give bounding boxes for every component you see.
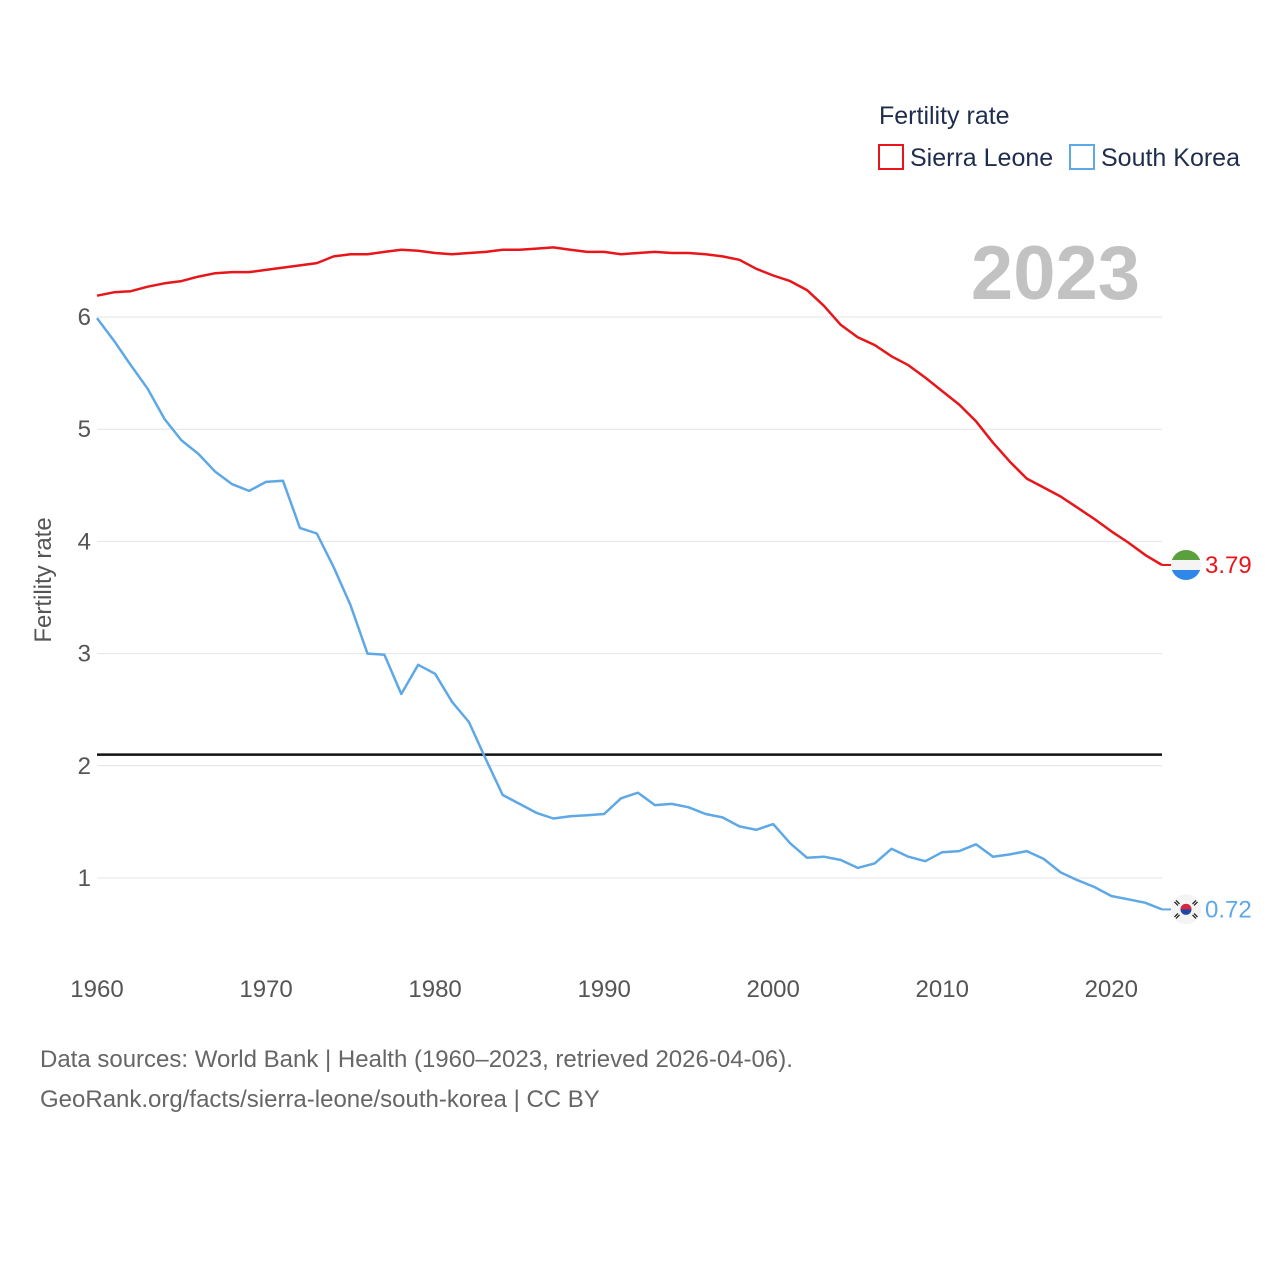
south-korea-flag-icon <box>1171 894 1201 925</box>
x-tick-label-1970: 1970 <box>239 976 292 1003</box>
x-tick-label-2020: 2020 <box>1085 976 1138 1003</box>
y-tick-label-3: 3 <box>78 641 91 668</box>
x-tick-label-2010: 2010 <box>916 976 969 1003</box>
series-line-sierra-leone <box>96 246 1163 567</box>
end-value-south-korea: 0.72 <box>1205 896 1252 923</box>
sierra-leone-flag-icon <box>1171 550 1201 580</box>
footer-url: GeoRank.org/facts/sierra-leone/south-kor… <box>40 1086 600 1113</box>
y-tick-label-4: 4 <box>78 528 91 555</box>
y-axis-ticks: 1 2 3 4 5 6 <box>78 304 91 892</box>
legend-title: Fertility rate <box>879 102 1010 130</box>
legend-label-south-korea: South Korea <box>1101 144 1240 172</box>
x-tick-label-1960: 1960 <box>70 976 123 1003</box>
y-tick-label-2: 2 <box>78 753 91 780</box>
legend-label-sierra-leone: Sierra Leone <box>910 144 1053 172</box>
x-tick-label-1980: 1980 <box>408 976 461 1003</box>
footer-source: Data sources: World Bank | Health (1960–… <box>40 1046 793 1073</box>
legend-swatch-south-korea <box>1069 144 1095 170</box>
y-tick-label-1: 1 <box>78 865 91 892</box>
y-axis-title: Fertility rate <box>30 517 57 642</box>
series-line-south-korea <box>96 317 1163 911</box>
y-tick-label-5: 5 <box>78 416 91 443</box>
year-label: 2023 <box>971 231 1140 316</box>
legend-swatch-sierra-leone <box>878 144 904 170</box>
x-tick-label-1990: 1990 <box>577 976 630 1003</box>
y-tick-label-6: 6 <box>78 304 91 331</box>
gridlines <box>97 316 1162 879</box>
end-value-sierra-leone: 3.79 <box>1205 552 1252 579</box>
footer: Data sources: World Bank | Health (1960–… <box>40 1040 793 1120</box>
x-axis-ticks: 1960 1970 1980 1990 2000 2010 2020 <box>70 976 1138 1003</box>
legend: Fertility rate Sierra Leone South Korea <box>878 102 1240 172</box>
x-tick-label-2000: 2000 <box>746 976 799 1003</box>
